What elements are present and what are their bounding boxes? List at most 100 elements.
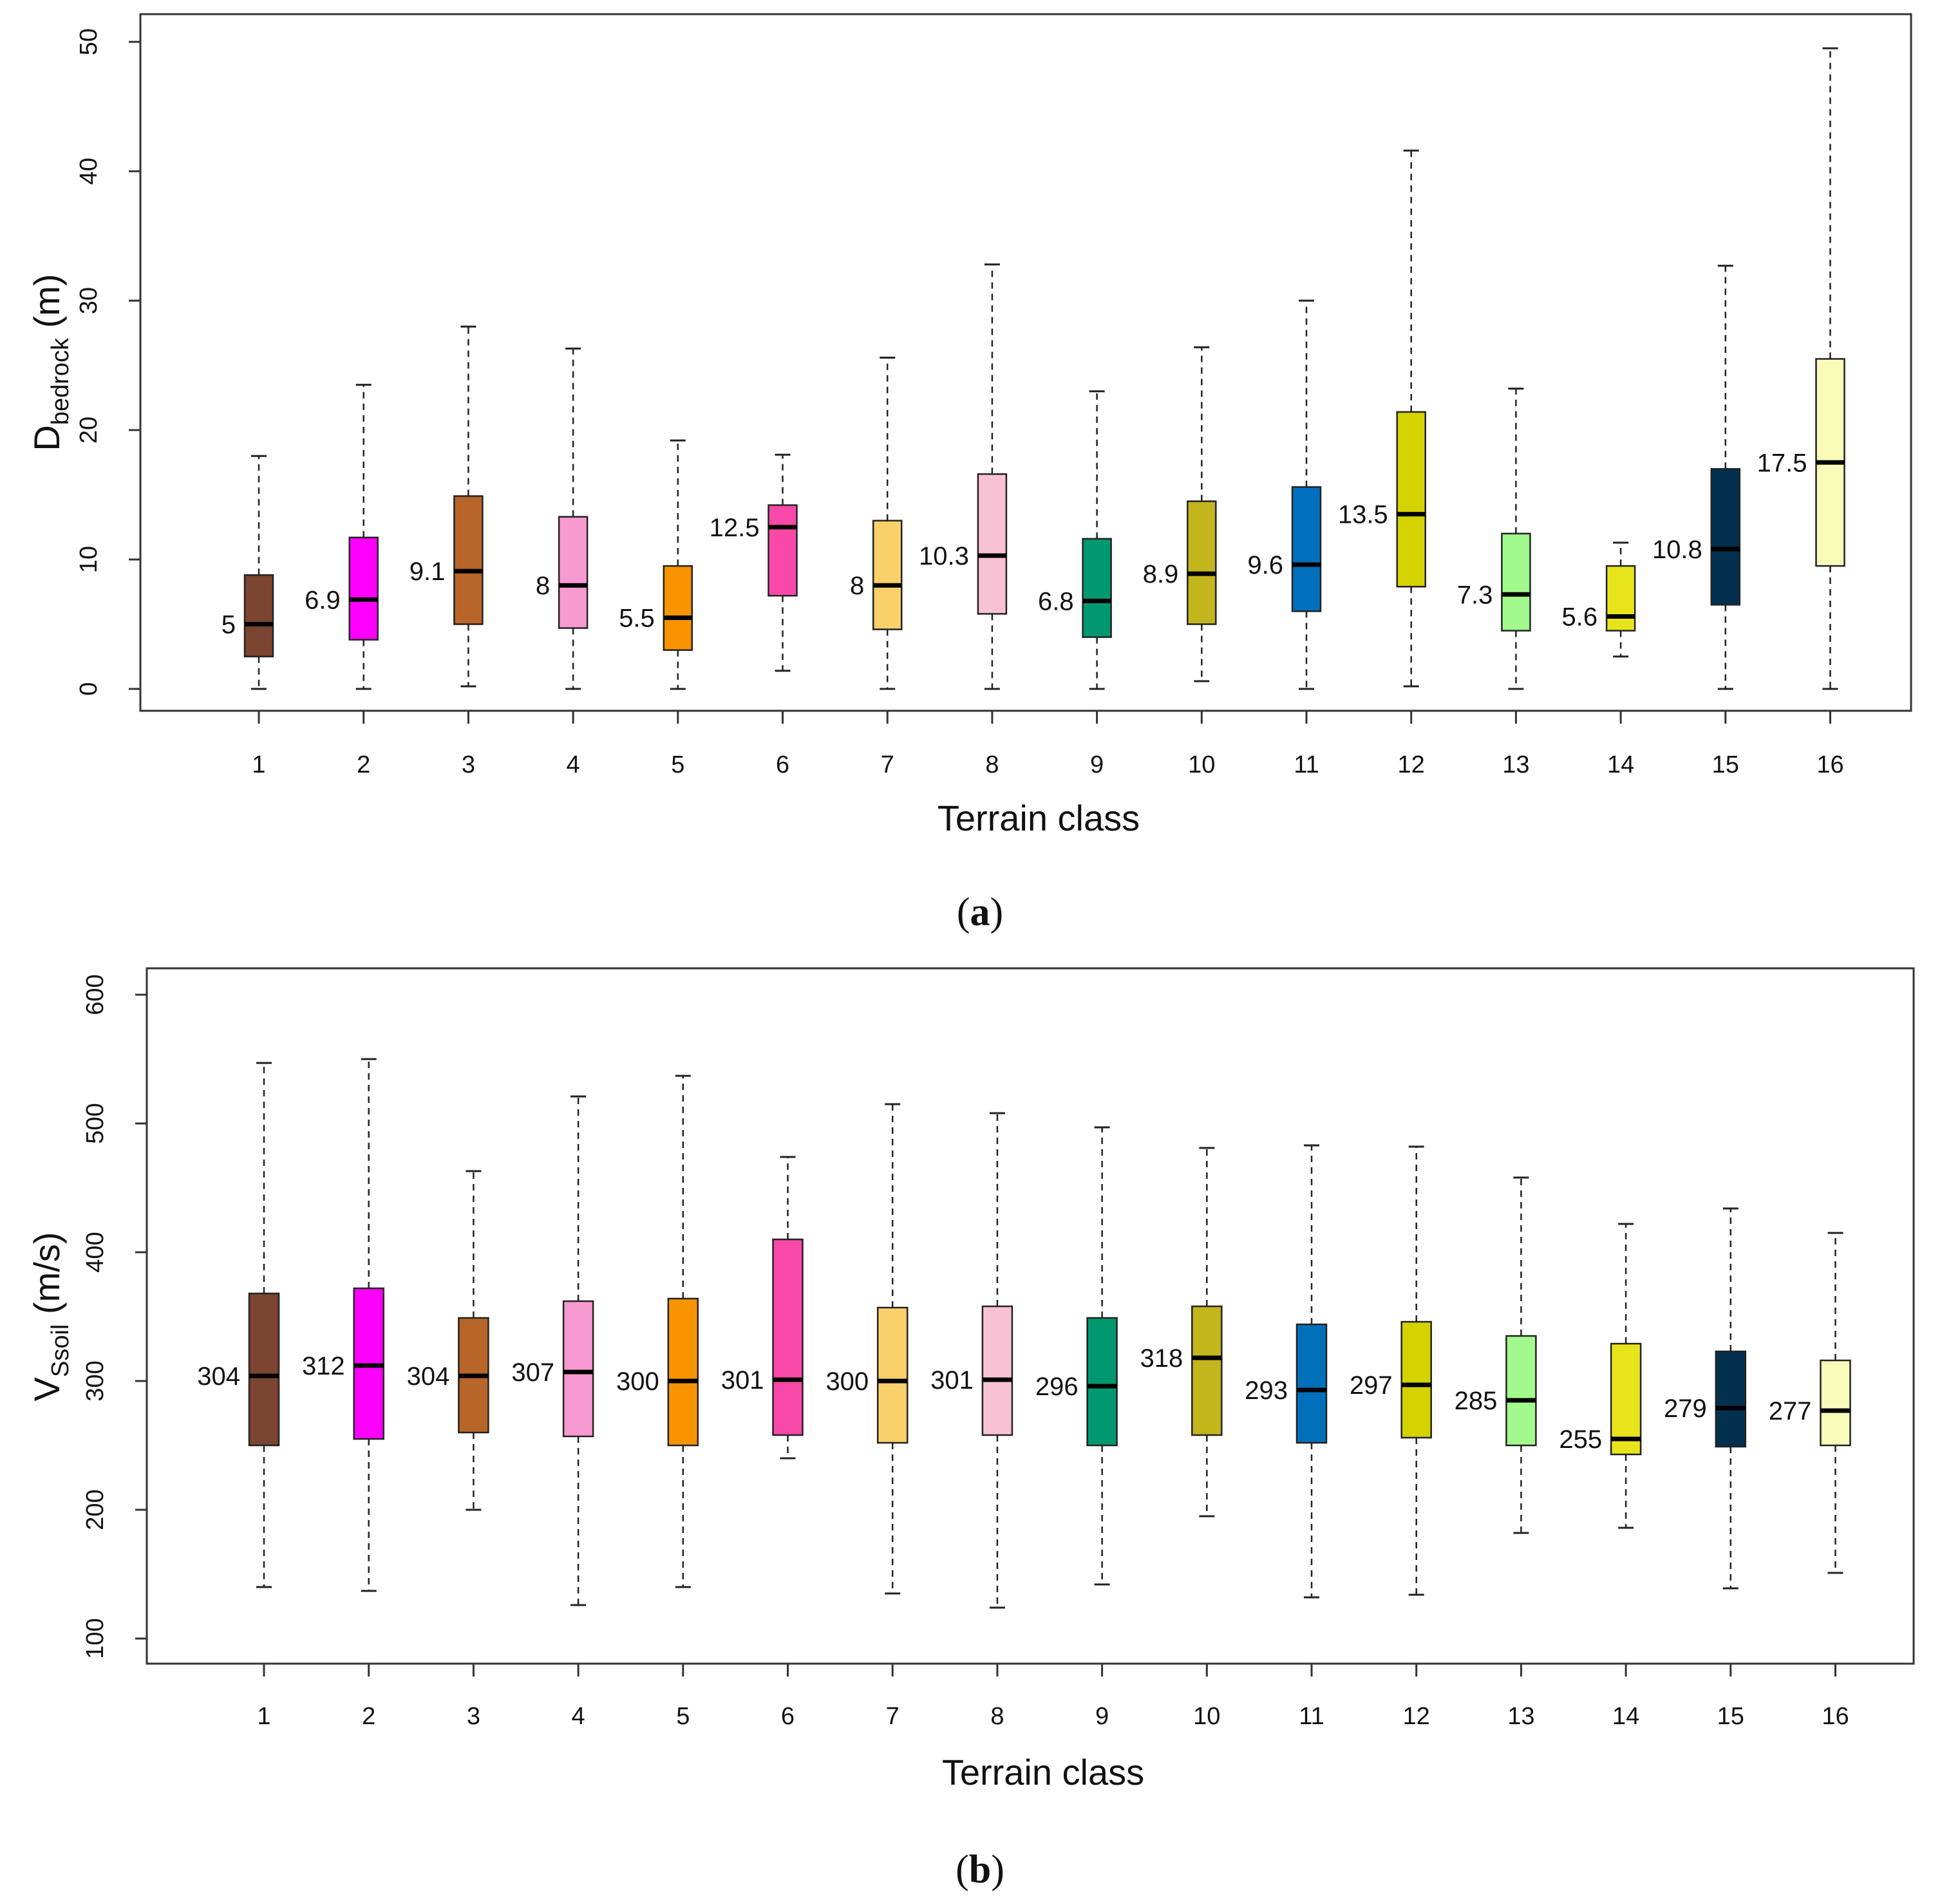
iqr-box: [1501, 532, 1531, 632]
panel-b-x-axis-title: Terrain class: [942, 1752, 1144, 1792]
median-label: 279: [1664, 1395, 1707, 1423]
x-tick-label: 2: [362, 1703, 375, 1730]
x-tick-label: 12: [1403, 1703, 1430, 1730]
panel-b-x-axis: 1 2 3 4 5 6 7 8 9 10 11 12 13 14 15 16: [257, 1662, 1849, 1730]
x-tick-label: 4: [567, 751, 580, 778]
box-4: [562, 1095, 594, 1606]
median-label: 304: [407, 1362, 450, 1391]
iqr-box: [768, 504, 798, 597]
box-7: [876, 1103, 909, 1595]
x-tick-label: 14: [1607, 751, 1634, 778]
iqr-box: [977, 473, 1008, 615]
median-label: 301: [721, 1366, 764, 1395]
y-tick-label: 600: [82, 974, 109, 1015]
box-3: [458, 1170, 489, 1511]
median-label: 5: [221, 611, 236, 639]
iqr-box: [348, 536, 379, 641]
iqr-box: [453, 495, 484, 625]
y-tick-label: 40: [75, 158, 102, 185]
box-12: [1400, 1145, 1432, 1596]
iqr-box: [1187, 500, 1217, 625]
box-6: [768, 453, 798, 672]
iqr-box: [1605, 565, 1636, 632]
box-15: [1710, 265, 1741, 690]
x-tick-label: 16: [1822, 1703, 1849, 1730]
median-label: 12.5: [710, 514, 760, 542]
x-tick-label: 3: [462, 751, 475, 778]
iqr-box: [1715, 1350, 1747, 1448]
iqr-box: [876, 1306, 909, 1444]
x-tick-label: 7: [881, 751, 894, 778]
box-14: [1610, 1223, 1642, 1529]
iqr-box: [562, 1300, 594, 1438]
median-label: 10.8: [1652, 536, 1702, 564]
box-11: [1296, 1144, 1328, 1599]
median-label: 17.5: [1757, 449, 1807, 477]
panel-a-boxes: [243, 47, 1845, 690]
iqr-box: [1610, 1342, 1642, 1456]
x-tick-label: 8: [990, 1703, 1004, 1730]
panel-a-median-labels: 5 6.9 9.1 8 5.5 12.5 8 10.3 6.8 8.9 9.6 13.5 7.3 5.6 1…: [221, 449, 1807, 639]
y-tick-label: 20: [75, 417, 102, 444]
median-label: 5.6: [1561, 603, 1597, 631]
box-9: [1086, 1126, 1118, 1586]
iqr-box: [1291, 486, 1322, 612]
iqr-box: [667, 1297, 699, 1447]
box-10: [1191, 1147, 1223, 1517]
x-tick-label: 6: [781, 1703, 795, 1730]
box-2: [348, 384, 379, 690]
box-15: [1715, 1207, 1747, 1590]
iqr-box: [1396, 411, 1426, 588]
y-tick-label: 500: [82, 1103, 109, 1143]
box-8: [977, 263, 1008, 690]
box-13: [1501, 388, 1531, 690]
panel-b-y-axis-title: VSsoil (m/s): [26, 1232, 74, 1402]
box-14: [1605, 541, 1636, 658]
box-2: [353, 1058, 384, 1592]
box-13: [1505, 1176, 1537, 1534]
iqr-box: [1296, 1323, 1328, 1444]
panel-b-label: (b): [956, 1848, 1004, 1892]
x-tick-label: 15: [1717, 1703, 1744, 1730]
median-label: 318: [1140, 1344, 1183, 1373]
y-tick-label: 0: [75, 682, 102, 695]
x-tick-label: 3: [467, 1703, 480, 1730]
panel-a-plot-frame: [139, 13, 1912, 712]
y-tick-label: 100: [82, 1618, 109, 1658]
x-tick-label: 13: [1502, 751, 1529, 778]
iqr-box: [1086, 1317, 1118, 1447]
x-tick-label: 5: [676, 1703, 690, 1730]
median-label: 5.5: [619, 604, 655, 632]
box-16: [1815, 47, 1845, 690]
median-label: 7.3: [1457, 581, 1493, 609]
iqr-box: [248, 1292, 280, 1447]
y-tick-label: 200: [82, 1489, 109, 1530]
x-tick-label: 14: [1612, 1703, 1639, 1730]
box-6: [772, 1156, 804, 1460]
box-16: [1820, 1232, 1851, 1574]
median-label: 6.9: [305, 586, 341, 614]
x-tick-label: 5: [671, 751, 684, 778]
panel-a-label: (a): [957, 890, 1003, 934]
box-1: [243, 455, 274, 690]
median-label: 304: [197, 1362, 240, 1391]
box-5: [663, 439, 693, 690]
x-tick-label: 8: [985, 751, 999, 778]
x-tick-label: 10: [1188, 751, 1215, 778]
box-9: [1082, 390, 1112, 690]
iqr-box: [1191, 1305, 1223, 1436]
panel-b-median-labels: 304 312 304 307 300 301 300 301 296 318 293 297 285 2…: [197, 1344, 1811, 1454]
y-tick-label: 30: [75, 287, 102, 314]
y-tick-label: 400: [82, 1232, 109, 1272]
median-label: 8: [850, 572, 864, 600]
box-8: [981, 1112, 1013, 1609]
median-label: 8.9: [1143, 560, 1179, 588]
median-label: 6.8: [1038, 587, 1074, 615]
x-tick-label: 6: [776, 751, 789, 778]
x-tick-label: 1: [252, 751, 265, 778]
median-label: 296: [1035, 1373, 1079, 1401]
box-4: [558, 347, 589, 690]
